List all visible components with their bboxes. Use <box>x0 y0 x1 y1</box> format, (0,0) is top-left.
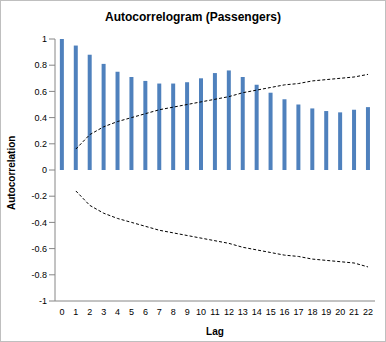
svg-text:12: 12 <box>224 307 234 317</box>
svg-text:0.6: 0.6 <box>34 87 47 97</box>
svg-text:20: 20 <box>335 307 345 317</box>
svg-text:16: 16 <box>280 307 290 317</box>
svg-text:0.4: 0.4 <box>34 113 47 123</box>
svg-text:0.2: 0.2 <box>34 139 47 149</box>
html-text:Autocorrelogram (Passengers): Autocorrelogram (Passengers) <box>105 10 281 24</box>
svg-text:1: 1 <box>42 34 47 44</box>
svg-text:0.8: 0.8 <box>34 60 47 70</box>
svg-text:8: 8 <box>171 307 176 317</box>
svg-text:21: 21 <box>349 307 359 317</box>
svg-text:5: 5 <box>129 307 134 317</box>
svg-text:-1: -1 <box>39 296 47 306</box>
svg-text:1: 1 <box>73 307 78 317</box>
svg-text:17: 17 <box>293 307 303 317</box>
svg-text:14: 14 <box>252 307 262 317</box>
svg-text:9: 9 <box>185 307 190 317</box>
svg-text:0: 0 <box>59 307 64 317</box>
svg-text:10: 10 <box>196 307 206 317</box>
svg-text:4: 4 <box>115 307 120 317</box>
svg-text:6: 6 <box>143 307 148 317</box>
svg-text:7: 7 <box>157 307 162 317</box>
svg-text:19: 19 <box>321 307 331 317</box>
svg-text:3: 3 <box>101 307 106 317</box>
svg-text:13: 13 <box>238 307 248 317</box>
svg-text:Lag: Lag <box>206 326 224 337</box>
svg-text:18: 18 <box>307 307 317 317</box>
svg-text:15: 15 <box>266 307 276 317</box>
svg-text:-0.2: -0.2 <box>31 191 47 201</box>
svg-text:-0.6: -0.6 <box>31 244 47 254</box>
svg-text:Autocorrelation: Autocorrelation <box>8 136 17 210</box>
svg-text:-0.4: -0.4 <box>31 218 47 228</box>
svg-text:-0.8: -0.8 <box>31 270 47 280</box>
svg-text:22: 22 <box>363 307 373 317</box>
svg-text:2: 2 <box>87 307 92 317</box>
svg-text:11: 11 <box>210 307 219 317</box>
svg-text:0: 0 <box>42 165 47 175</box>
